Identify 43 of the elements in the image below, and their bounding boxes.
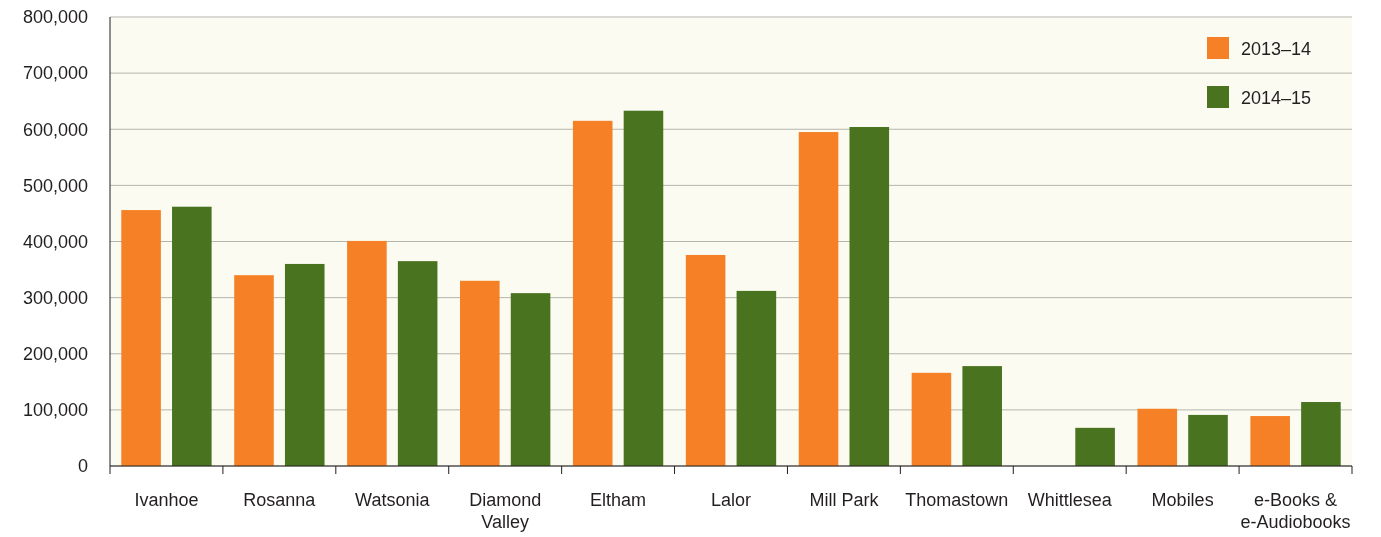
y-tick-label: 500,000 — [22, 175, 88, 196]
bar — [685, 254, 726, 466]
y-tick-label: 400,000 — [22, 231, 88, 252]
bar — [798, 132, 839, 466]
bar — [1075, 427, 1115, 466]
bar — [1137, 408, 1178, 466]
bar — [1301, 402, 1341, 466]
y-tick-label: 0 — [77, 456, 88, 477]
y-tick-label: 600,000 — [22, 119, 88, 140]
bar — [234, 275, 274, 466]
bar — [1250, 416, 1290, 466]
y-tick-label: 100,000 — [22, 400, 88, 421]
bar — [284, 263, 325, 466]
x-tick-label: Ivanhoe — [134, 490, 199, 510]
x-tick-label: Eltham — [590, 490, 647, 510]
bar — [397, 261, 438, 466]
bar — [347, 240, 387, 466]
x-tick-label: Thomastown — [905, 490, 1009, 510]
bar — [911, 372, 952, 466]
bar — [849, 127, 890, 466]
x-tick-label: Rosanna — [243, 490, 317, 510]
bar — [460, 280, 500, 466]
x-tick-label: Lalor — [710, 490, 752, 510]
x-tick-label: e-Books & e-Audiobooks — [1240, 490, 1351, 532]
bar — [572, 120, 613, 466]
bar — [510, 293, 551, 466]
x-tick-label: Mill Park — [809, 490, 880, 510]
y-tick-label: 300,000 — [22, 287, 88, 308]
x-tick-label: Mobiles — [1151, 490, 1214, 510]
legend-label: 2014–15 — [1241, 88, 1312, 108]
bar — [172, 206, 212, 466]
x-tick-label: Watsonia — [355, 490, 431, 510]
legend-label: 2013–14 — [1241, 39, 1312, 59]
bar — [121, 210, 161, 466]
bar — [623, 110, 664, 466]
bar — [736, 290, 777, 466]
x-tick-label: Diamond Valley — [469, 490, 542, 532]
y-tick-label: 700,000 — [22, 63, 88, 84]
y-tick-label: 200,000 — [22, 344, 88, 365]
x-tick-label: Whittlesea — [1027, 490, 1113, 510]
bar — [962, 366, 1002, 466]
bar — [1188, 414, 1228, 466]
y-tick-label: 800,000 — [22, 7, 88, 28]
